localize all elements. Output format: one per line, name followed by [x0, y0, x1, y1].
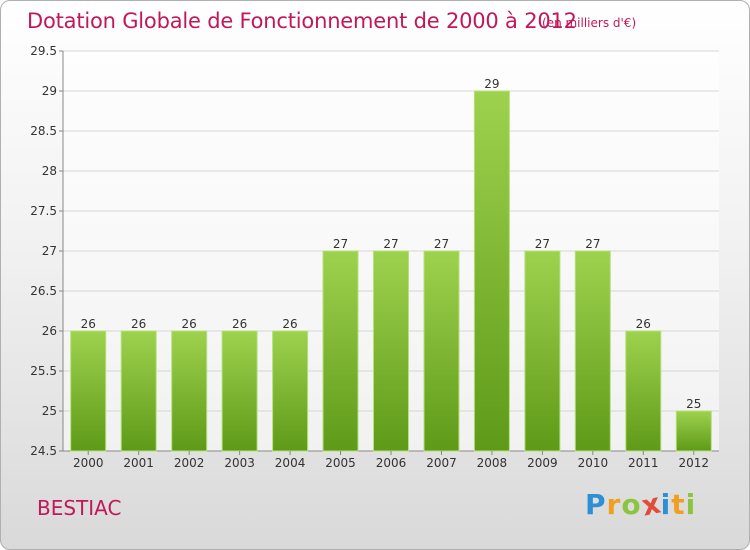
y-tick-label: 24.5 — [30, 444, 57, 458]
x-tick-label: 2002 — [174, 456, 205, 470]
bar-value-label: 29 — [484, 77, 499, 91]
chart-title: Dotation Globale de Fonctionnement de 20… — [27, 9, 577, 33]
bar-value-label: 26 — [636, 317, 651, 331]
x-tick-label: 2003 — [224, 456, 255, 470]
x-tick-label: 2009 — [527, 456, 558, 470]
x-tick-label: 2001 — [123, 456, 154, 470]
y-tick-label: 25 — [42, 404, 57, 418]
x-tick-label: 2007 — [426, 456, 457, 470]
y-tick-label: 29.5 — [30, 44, 57, 58]
bar — [120, 330, 157, 452]
bar-value-label: 27 — [585, 237, 600, 251]
y-tick-label: 28 — [42, 164, 57, 178]
x-tick-label: 2006 — [376, 456, 407, 470]
logo-letter: P — [585, 488, 607, 521]
bar-value-label: 26 — [182, 317, 197, 331]
x-tick-label: 2005 — [325, 456, 356, 470]
proxiti-logo: Proxiti — [585, 486, 697, 522]
x-tick-label: 2008 — [477, 456, 508, 470]
x-tick-label: 2012 — [678, 456, 709, 470]
bar-value-label: 26 — [282, 317, 297, 331]
bar — [171, 330, 208, 452]
bar-value-label: 25 — [686, 397, 701, 411]
bar — [70, 330, 107, 452]
bar-value-label: 27 — [535, 237, 550, 251]
bar — [322, 250, 359, 452]
bar-value-label: 27 — [333, 237, 348, 251]
x-tick-label: 2004 — [275, 456, 306, 470]
bar — [423, 250, 460, 452]
logo-letter: o — [621, 488, 642, 521]
bar — [272, 330, 309, 452]
logo-letter: i — [685, 488, 697, 521]
y-tick-label: 27.5 — [30, 204, 57, 218]
logo-letter: r — [606, 488, 622, 521]
chart-unit: (en milliers d'€) — [542, 16, 637, 30]
bar-value-label: 27 — [434, 237, 449, 251]
bar-value-label: 26 — [232, 317, 247, 331]
bar-value-label: 27 — [383, 237, 398, 251]
bar — [524, 250, 561, 452]
bar — [675, 410, 712, 452]
bar — [473, 90, 510, 452]
y-tick-label: 29 — [42, 84, 57, 98]
y-tick-label: 27 — [42, 244, 57, 258]
logo-letter: i — [660, 488, 672, 521]
y-tick-label: 26 — [42, 324, 57, 338]
bar — [373, 250, 409, 452]
town-name: BESTIAC — [37, 496, 122, 520]
bar — [574, 250, 611, 452]
x-tick-label: 2011 — [628, 456, 659, 470]
x-tick-label: 2000 — [73, 456, 104, 470]
logo-letter: t — [671, 488, 686, 521]
y-tick-label: 25.5 — [30, 364, 57, 378]
bar-value-label: 26 — [81, 317, 96, 331]
x-tick-label: 2010 — [578, 456, 609, 470]
bar-value-label: 26 — [131, 317, 146, 331]
y-tick-label: 26.5 — [30, 284, 57, 298]
bar — [625, 330, 662, 452]
bar — [221, 330, 258, 452]
y-tick-label: 28.5 — [30, 124, 57, 138]
